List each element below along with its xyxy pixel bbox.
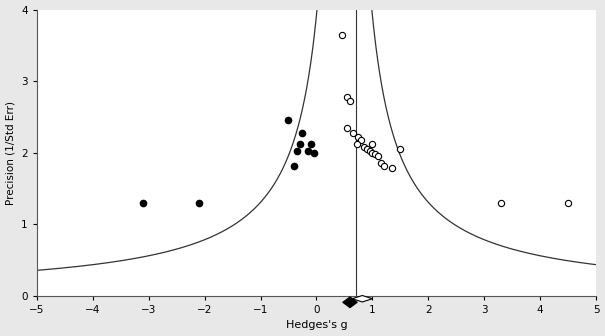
Polygon shape (343, 297, 358, 308)
Y-axis label: Precision (1/Std Err): Precision (1/Std Err) (5, 101, 16, 205)
Polygon shape (352, 295, 373, 302)
X-axis label: Hedges's g: Hedges's g (286, 321, 347, 330)
